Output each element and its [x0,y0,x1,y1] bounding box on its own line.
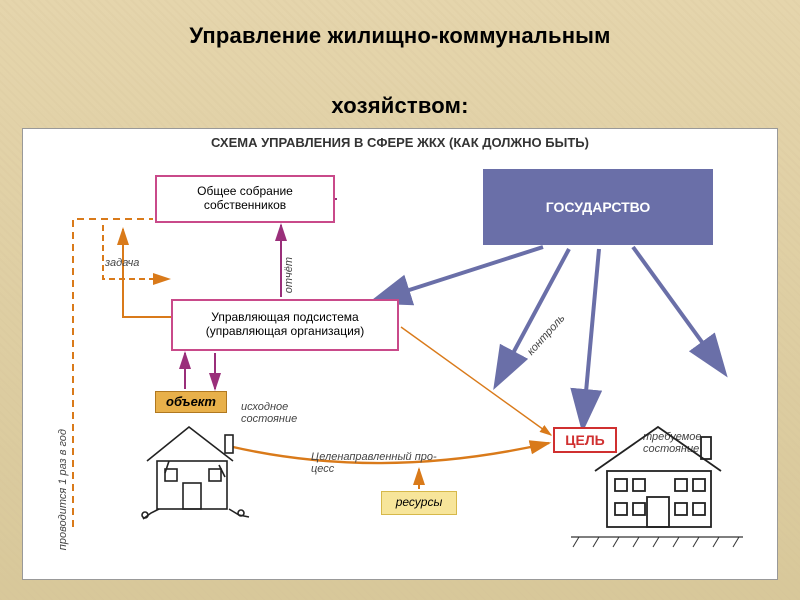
label-control: контроль [525,312,568,357]
title-line-1: Управление жилищно-коммунальным [189,23,610,48]
arrow-state3 [583,249,599,425]
box-object-label: объект [155,391,227,413]
box-manager: Управляющая подсистема (управляющая орга… [171,299,399,351]
arrow-state4 [633,247,723,371]
arrow-mgr_to_goal [401,327,551,435]
box-assembly: Общее собрание собственников [155,175,335,223]
house-goal-icon [583,417,733,537]
house-object-icon [129,413,259,523]
label-task: задача [105,257,139,269]
slide-title: Управление жилищно-коммунальным хозяйств… [20,18,780,124]
diagram: СХЕМА УПРАВЛЕНИЯ В СФЕРЕ ЖКХ (КАК ДОЛЖНО… [22,128,778,580]
diagram-subtitle: СХЕМА УПРАВЛЕНИЯ В СФЕРЕ ЖКХ (КАК ДОЛЖНО… [23,135,777,150]
slide: Управление жилищно-коммунальным хозяйств… [20,18,780,582]
label-process: Целенаправленный про-цесс [311,451,437,475]
box-state: ГОСУДАРСТВО [483,169,713,245]
label-frequency: проводится 1 раз в год [57,429,69,550]
title-line-2: хозяйством: [331,93,468,118]
arrow-task_up [123,229,171,317]
box-resources: ресурсы [381,491,457,515]
arrow-state1 [375,247,543,301]
arrow-task_down [103,225,169,279]
label-report: отчёт [283,257,295,293]
